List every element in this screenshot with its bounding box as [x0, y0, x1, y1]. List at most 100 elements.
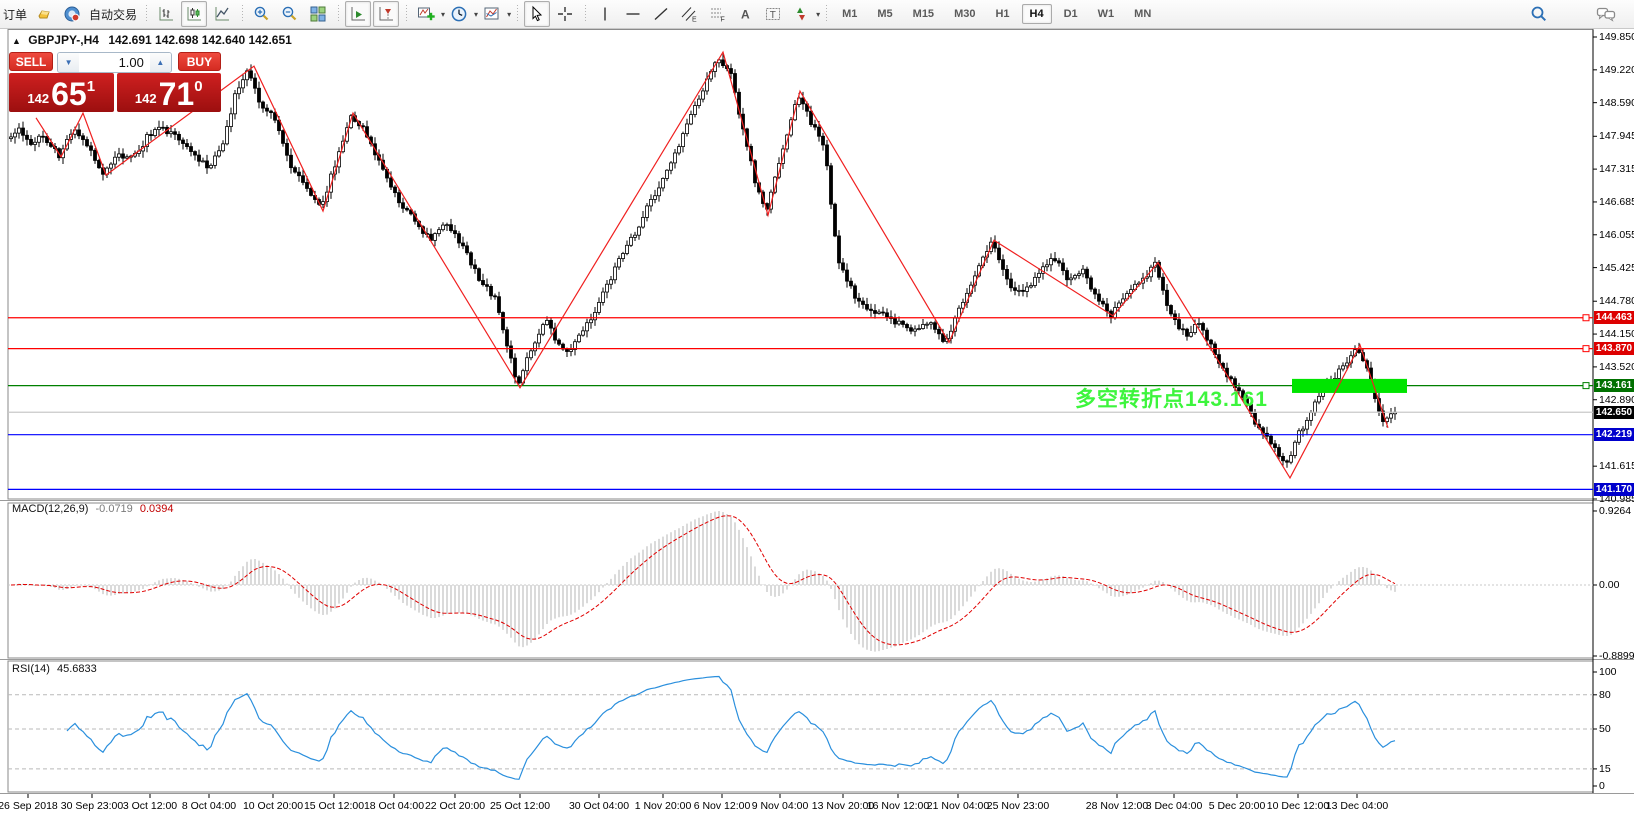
buy-price-pips: 71 [158, 76, 195, 112]
timeframe-M1[interactable]: M1 [842, 8, 858, 20]
timeframe-H1[interactable]: H1 [995, 8, 1010, 20]
trendline-icon[interactable] [648, 1, 674, 27]
vertical-line-icon[interactable] [592, 1, 618, 27]
hline-handle[interactable] [1582, 382, 1590, 390]
one-click-trade-panel: SELL ▼ 1.00 ▲ BUY 142 65 1 142 71 0 [9, 52, 221, 112]
volume-decrease-button[interactable]: ▼ [58, 53, 80, 72]
date-label: 25 Oct 12:00 [489, 800, 551, 812]
price-badge-142.219: 142.219 [1594, 428, 1634, 442]
tile-windows-icon[interactable] [305, 1, 331, 27]
price-badge-143.161: 143.161 [1594, 379, 1634, 393]
date-label: 13 Dec 04:00 [1325, 800, 1389, 812]
text-icon[interactable]: A [732, 1, 758, 27]
date-label: 3 Oct 12:00 [122, 800, 178, 812]
time-axis [27, 794, 1358, 798]
volume-increase-button[interactable]: ▲ [149, 53, 171, 72]
sell-price-point: 1 [86, 78, 96, 95]
chat-icon[interactable] [1593, 1, 1619, 27]
zoom-in-icon[interactable] [249, 1, 275, 27]
periods-icon[interactable] [446, 1, 472, 27]
ohlc-values: 142.691 142.698 142.640 142.651 [108, 33, 292, 47]
candlestick-chart-icon[interactable] [181, 1, 208, 27]
horizontal-line-icon[interactable] [620, 1, 646, 27]
arrows-icon[interactable] [788, 1, 814, 27]
hline-handle[interactable] [1582, 345, 1590, 353]
timeframe-M5[interactable]: M5 [877, 8, 893, 20]
rsi-label: RSI(14) 45.6833 [12, 663, 97, 675]
price-tick: 143.520 [1599, 360, 1634, 373]
templates-icon[interactable] [479, 1, 505, 27]
autotrading-button[interactable]: 自动交易 [89, 7, 138, 22]
price-tick: 147.315 [1599, 163, 1634, 176]
chart-shift-icon[interactable] [373, 1, 400, 27]
bar-chart-icon[interactable] [153, 1, 179, 27]
macd-signal-value: 0.0394 [139, 503, 174, 515]
date-label: 21 Nov 04:00 [926, 800, 990, 812]
date-label: 10 Oct 20:00 [242, 800, 304, 812]
timeframe-MN[interactable]: MN [1134, 8, 1152, 20]
new-order-button[interactable]: 订单 [3, 7, 28, 22]
equidistant-channel-icon[interactable]: E [676, 1, 702, 27]
timeframe-D1[interactable]: D1 [1063, 8, 1078, 20]
fibonacci-icon[interactable]: F [704, 1, 730, 27]
price-tick: 140.985 [1599, 493, 1634, 505]
price-badge-141.170: 141.170 [1594, 482, 1634, 496]
date-label: 28 Nov 12:00 [1085, 800, 1149, 812]
price-badge-144.463: 144.463 [1594, 311, 1634, 325]
price-tick: 142.890 [1599, 393, 1634, 406]
sell-price-tile[interactable]: 142 65 1 [9, 73, 114, 112]
timeframe-W1[interactable]: W1 [1097, 8, 1115, 20]
label-icon[interactable]: T [760, 1, 786, 27]
date-label: 25 Nov 23:00 [986, 800, 1050, 812]
green-highlight-box[interactable] [1292, 378, 1407, 393]
date-label: 6 Nov 12:00 [693, 800, 751, 812]
green-box-layer[interactable] [1292, 378, 1407, 393]
zigzag-layer[interactable] [35, 50, 1389, 480]
price-tick: 147.945 [1599, 130, 1634, 143]
price-tick: 149.850 [1599, 31, 1634, 43]
zigzag-line[interactable] [35, 50, 1389, 480]
price-badge-143.870: 143.870 [1594, 342, 1634, 356]
toolbar-grip [583, 5, 588, 23]
crosshair-icon[interactable] [552, 1, 578, 27]
buy-price-point: 0 [194, 78, 203, 95]
line-chart-icon[interactable] [209, 1, 235, 27]
date-label: 1 Nov 20:00 [634, 800, 692, 812]
buy-price-figure: 142 [134, 91, 157, 106]
zoom-out-icon[interactable] [277, 1, 303, 27]
sell-button[interactable]: SELL [9, 52, 54, 71]
search-icon[interactable] [1526, 1, 1552, 27]
indicators-icon[interactable] [413, 1, 439, 27]
chevron-down-icon[interactable]: ▾ [474, 9, 479, 19]
hline-handle[interactable] [1582, 314, 1590, 322]
sell-price-figure: 142 [27, 91, 50, 106]
gold-icon[interactable] [31, 1, 57, 27]
svg-text:T: T [770, 10, 776, 21]
volume-input[interactable]: 1.00 [79, 53, 150, 72]
pivot-annotation[interactable]: 多空转折点143.161 [1075, 388, 1268, 411]
chevron-down-icon[interactable]: ▾ [507, 9, 512, 19]
candlestick-series [9, 54, 1397, 468]
price-tick: 144.780 [1599, 295, 1634, 308]
up-triangle-icon: ▲ [12, 36, 21, 46]
buy-button[interactable]: BUY [177, 52, 221, 71]
date-label: 13 Nov 20:00 [811, 800, 875, 812]
date-label: 5 Dec 20:00 [1208, 800, 1266, 812]
toolbar-grip [240, 5, 245, 23]
autotrading-icon[interactable] [59, 1, 85, 27]
date-label: 18 Oct 04:00 [363, 800, 425, 812]
chevron-down-icon[interactable]: ▾ [441, 9, 446, 19]
chevron-down-icon[interactable]: ▾ [816, 9, 821, 19]
timeframe-M30[interactable]: M30 [954, 8, 976, 20]
date-label: 26 Sep 2018 [0, 800, 58, 812]
rsi-tick: 15 [1599, 762, 1611, 775]
cursor-icon[interactable] [524, 1, 551, 27]
toolbar: 订单 自动交易 [0, 0, 1634, 29]
price-tick: 145.425 [1599, 261, 1634, 274]
toolbar-grip [515, 5, 520, 23]
timeframe-M15[interactable]: M15 [912, 8, 935, 20]
auto-scroll-icon[interactable] [345, 1, 372, 27]
timeframe-H4[interactable]: H4 [1021, 4, 1052, 24]
buy-price-tile[interactable]: 142 71 0 [116, 73, 221, 112]
